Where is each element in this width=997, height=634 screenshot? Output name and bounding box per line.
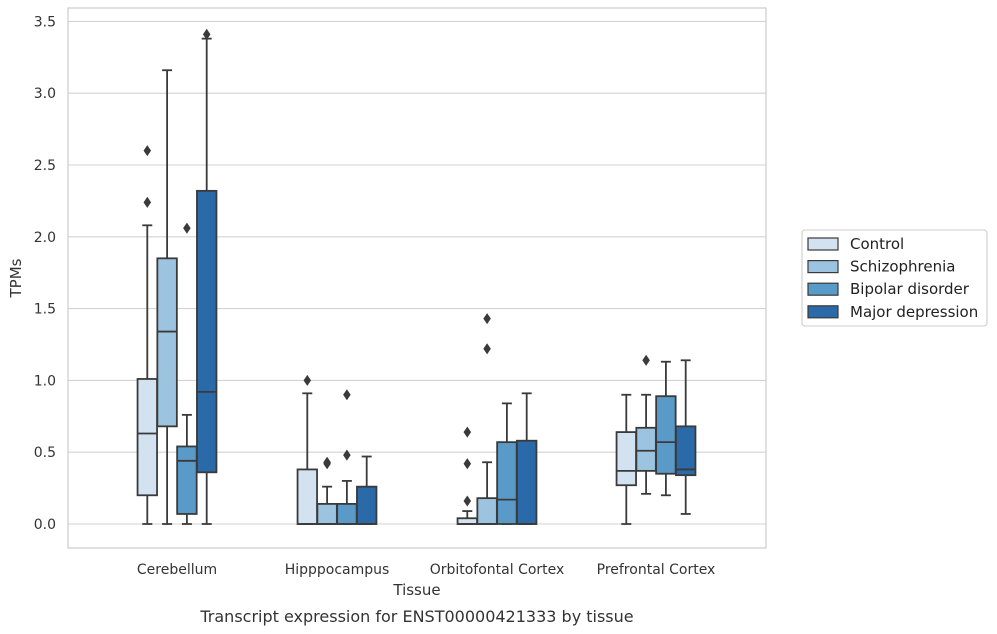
box-body (476, 497, 498, 525)
x-tick-label: Orbitofontal Cortex (430, 562, 565, 578)
chart-caption: Transcript expression for ENST0000042133… (199, 607, 633, 626)
y-tick-label: 0.0 (34, 517, 56, 533)
box-schizophrenia (316, 456, 338, 525)
box-control (615, 393, 637, 525)
box-body (356, 485, 378, 525)
legend: Control Schizophrenia Bipolar disorder Majo… (801, 229, 988, 327)
y-tick-label: 0.5 (34, 445, 56, 461)
y-tick-label: 1.5 (34, 302, 56, 318)
legend-swatch (807, 305, 839, 319)
box-bipolar-disorder (336, 389, 358, 525)
y-axis-ticks: 0.0 0.5 1.0 1.5 2.0 2.5 3.0 3.5 (34, 14, 56, 533)
box-body (336, 502, 358, 525)
box-body (296, 468, 318, 525)
outlier-point (463, 495, 472, 507)
x-tick-label: Cerebellum (137, 562, 217, 578)
box-body (516, 439, 538, 525)
box-body (675, 425, 697, 477)
outlier-point (343, 449, 351, 461)
legend-label: Control (850, 235, 904, 253)
legend-label: Major depression (850, 303, 978, 321)
box-body (655, 395, 677, 475)
x-tick-label: Hipppocampus (285, 562, 390, 578)
box-bipolar-disorder (655, 360, 677, 497)
box-body (136, 378, 158, 497)
outlier-point (642, 354, 650, 366)
box-body (176, 445, 198, 515)
outlier-point (143, 196, 152, 208)
box-bipolar-disorder (176, 222, 198, 525)
y-axis-label: TPMs (7, 258, 25, 298)
y-tick-label: 3.0 (34, 86, 56, 102)
outlier-point (483, 313, 491, 325)
legend-label: Schizophrenia (850, 258, 955, 276)
box-schizophrenia (635, 354, 657, 495)
box-body (635, 426, 657, 472)
legend-label: Bipolar disorder (850, 280, 970, 298)
legend-frame (801, 229, 988, 327)
plot-frame (67, 7, 767, 549)
box-control (456, 426, 478, 525)
outlier-point (183, 222, 191, 234)
box-major-depression (356, 455, 378, 525)
box-schizophrenia (476, 313, 498, 525)
box-body (496, 441, 518, 525)
legend-swatch (807, 260, 839, 274)
legend-swatch (807, 237, 839, 251)
box-bipolar-disorder (496, 402, 518, 525)
box-major-depression (516, 392, 538, 525)
box-body (316, 502, 338, 525)
box-body (156, 257, 178, 428)
outlier-point (202, 28, 211, 40)
outlier-point (463, 458, 472, 470)
outlier-point (343, 389, 351, 401)
x-axis-label: Tissue (392, 581, 440, 599)
y-tick-label: 3.5 (34, 14, 56, 30)
box-body (615, 431, 637, 487)
box-control (296, 374, 318, 525)
outlier-point (463, 426, 472, 438)
outlier-point (483, 343, 491, 355)
box-major-depression (196, 28, 218, 525)
legend-swatch (807, 282, 839, 296)
outlier-point (303, 374, 312, 386)
y-tick-label: 2.0 (34, 230, 56, 246)
y-tick-label: 2.5 (34, 158, 56, 174)
outlier-point (323, 456, 331, 468)
box-major-depression (675, 359, 697, 515)
y-tick-label: 1.0 (34, 373, 56, 389)
x-tick-label: Prefrontal Cortex (597, 562, 716, 578)
box-control (136, 145, 158, 525)
box-schizophrenia (156, 69, 178, 525)
box-body (196, 189, 218, 474)
outlier-point (143, 145, 152, 157)
boxes (136, 28, 697, 525)
x-axis-ticks: Cerebellum Hipppocampus Orbitofontal Corte… (137, 562, 715, 578)
